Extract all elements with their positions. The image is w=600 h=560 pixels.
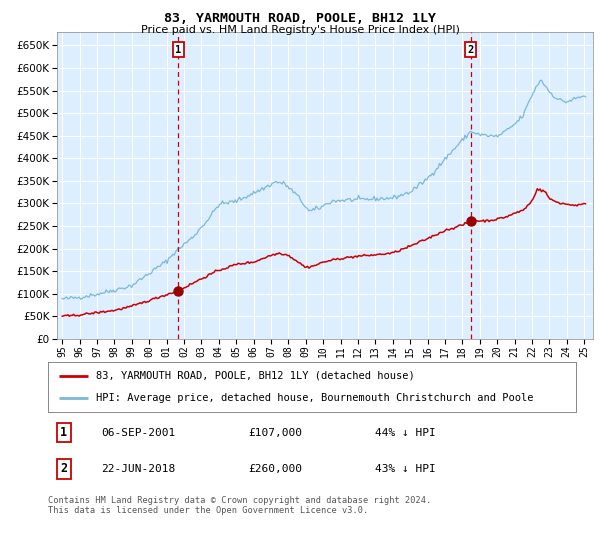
Text: 22-JUN-2018: 22-JUN-2018: [101, 464, 175, 474]
Text: 1: 1: [175, 45, 181, 55]
Text: 43% ↓ HPI: 43% ↓ HPI: [376, 464, 436, 474]
Text: £260,000: £260,000: [248, 464, 302, 474]
Text: Contains HM Land Registry data © Crown copyright and database right 2024.
This d: Contains HM Land Registry data © Crown c…: [48, 496, 431, 515]
Text: Price paid vs. HM Land Registry's House Price Index (HPI): Price paid vs. HM Land Registry's House …: [140, 25, 460, 35]
Text: 06-SEP-2001: 06-SEP-2001: [101, 428, 175, 437]
Text: 1: 1: [60, 426, 67, 439]
Text: 83, YARMOUTH ROAD, POOLE, BH12 1LY (detached house): 83, YARMOUTH ROAD, POOLE, BH12 1LY (deta…: [95, 371, 414, 381]
Text: 83, YARMOUTH ROAD, POOLE, BH12 1LY: 83, YARMOUTH ROAD, POOLE, BH12 1LY: [164, 12, 436, 25]
Text: 2: 2: [467, 45, 473, 55]
Text: 44% ↓ HPI: 44% ↓ HPI: [376, 428, 436, 437]
Text: 2: 2: [60, 463, 67, 475]
Text: HPI: Average price, detached house, Bournemouth Christchurch and Poole: HPI: Average price, detached house, Bour…: [95, 393, 533, 403]
Text: £107,000: £107,000: [248, 428, 302, 437]
